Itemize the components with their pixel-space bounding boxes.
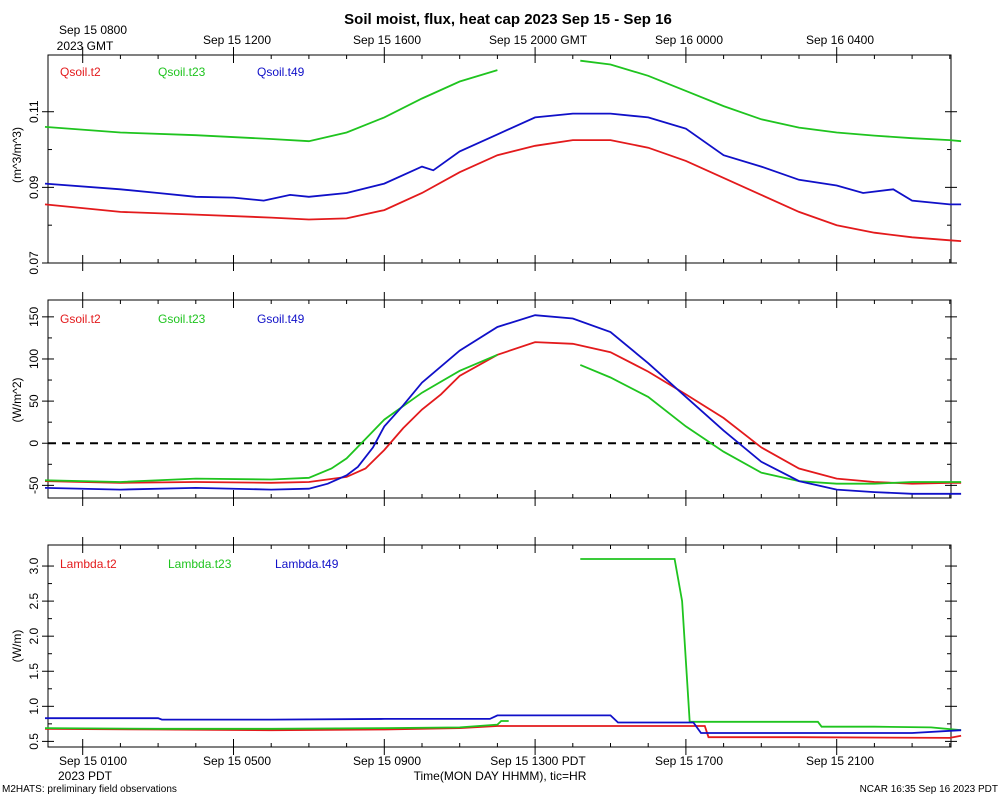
top-tick-label-4: Sep 16 0000 [655,33,723,47]
legend-gsoil-t49: Gsoil.t49 [257,312,305,326]
top-tick-label-3: Sep 15 2000 GMT [489,33,588,47]
legend-lambda-t23: Lambda.t23 [168,557,232,571]
y-tick-label: 3.0 [27,557,41,574]
panel-lambda: (W/m) Lambda.t2 Lambda.t23 Lambda.t49 0.… [10,537,962,755]
y-tick-label: 50 [27,394,41,408]
legend-gsoil-t2: Gsoil.t2 [60,312,101,326]
series-line-lambda-t2 [44,725,962,739]
y-tick-label: 150 [27,307,41,327]
top-tick-label-1: Sep 15 1200 [203,33,271,47]
y-tick-label: 1.0 [27,698,41,715]
series-line-gsoil-t49 [44,314,962,495]
y-tick-label: -50 [27,476,41,494]
legend-qsoil-t23: Qsoil.t23 [158,65,206,79]
panel-frame [47,54,952,264]
bottom-tick-label-2: Sep 15 0900 [353,754,421,768]
series-line-gsoil-t2 [44,341,962,485]
panel-frame [47,544,952,748]
footer-right: NCAR 16:35 Sep 16 2023 PDT [860,784,998,795]
ylabel-gsoil: (W/m^2) [10,378,24,423]
panel-gsoil: (W/m^2) Gsoil.t2 Gsoil.t23 Gsoil.t49 -50… [10,292,962,506]
y-tick-label: 2.5 [27,592,41,609]
series-line-qsoil-t49 [44,112,962,206]
y-tick-label: 0.11 [27,100,41,123]
legend-lambda-t2: Lambda.t2 [60,557,117,571]
panel-frame [47,299,952,499]
series-line-qsoil-t23 [44,69,498,143]
series-line-gsoil-t23 [579,364,962,485]
series-line-lambda-t49 [45,714,962,734]
bottom-tick-label-5: Sep 15 2100 [806,754,874,768]
panel-qsoil: (m^3/m^3) Qsoil.t2 Qsoil.t23 Qsoil.t49 0… [10,47,962,275]
chart-title: Soil moist, flux, heat cap 2023 Sep 15 -… [344,11,672,28]
legend-qsoil-t2: Qsoil.t2 [60,65,101,79]
legend-qsoil-t49: Qsoil.t49 [257,65,305,79]
bottom-tick-label-1: Sep 15 0500 [203,754,271,768]
top-tick-label-5: Sep 16 0400 [806,33,874,47]
y-tick-label: 2.0 [27,628,41,645]
series-line-qsoil-t23 [580,59,962,143]
bottom-tick-label-3: Sep 15 1300 PDT [490,754,586,768]
y-tick-label: 0.09 [27,175,41,199]
series-line-qsoil-t2 [44,139,962,242]
top-tick-label-0: Sep 15 0800 [59,23,127,37]
series-line-gsoil-t23 [44,353,498,483]
legend-lambda-t49: Lambda.t49 [275,557,339,571]
legend-gsoil-t23: Gsoil.t23 [158,312,206,326]
bottom-tick-label-4: Sep 15 1700 [655,754,723,768]
y-tick-label: 0.07 [27,251,41,275]
y-tick-label: 1.5 [27,663,41,680]
y-tick-label: 0.5 [27,733,41,750]
bottom-tick-label-0-sub: 2023 PDT [58,769,113,783]
series-line-lambda-t23 [580,558,962,732]
x-axis-label: Time(MON DAY HHMM), tic=HR [414,769,587,783]
ylabel-qsoil: (m^3/m^3) [10,127,24,183]
series-line-lambda-t23 [44,720,509,730]
y-tick-label: 0 [27,440,41,447]
top-tick-label-0-sub: 2023 GMT [57,39,114,53]
footer-left: M2HATS: preliminary field observations [2,784,177,795]
ylabel-lambda: (W/m) [10,630,24,663]
y-tick-label: 100 [27,349,41,369]
bottom-tick-label-0: Sep 15 0100 [59,754,127,768]
top-tick-label-2: Sep 15 1600 [353,33,421,47]
